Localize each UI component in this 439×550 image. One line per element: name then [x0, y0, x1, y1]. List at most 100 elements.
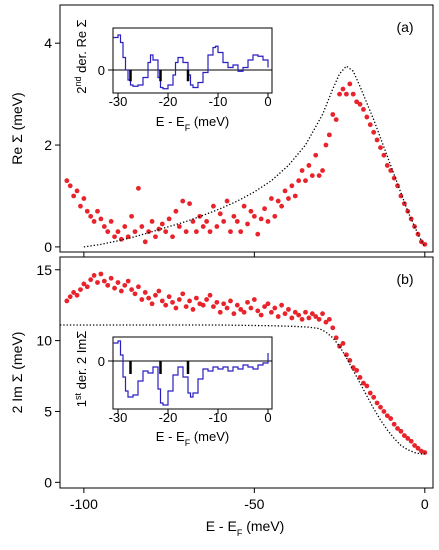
data-point	[367, 390, 373, 396]
y-axis-label-part: der. Re Σ	[74, 19, 89, 76]
data-point	[197, 213, 203, 219]
data-point	[279, 302, 285, 308]
data-point	[214, 299, 220, 305]
data-point	[238, 307, 244, 312]
data-point	[357, 375, 363, 380]
data-point	[292, 193, 298, 199]
data-point	[303, 178, 308, 184]
x-axis-label: E - EF (meV)	[206, 518, 285, 538]
data-point	[207, 292, 213, 298]
data-point	[64, 178, 70, 184]
y-axis-label-part: nd	[73, 76, 83, 86]
x-axis-label-part: E - E	[156, 429, 185, 444]
y-axis-label: Re Σ (meV)	[9, 92, 25, 164]
data-point	[81, 281, 87, 287]
data-point	[214, 224, 220, 229]
data-point	[378, 145, 383, 150]
data-point	[132, 229, 138, 235]
data-point	[371, 129, 377, 135]
data-point	[282, 188, 288, 194]
data-point	[378, 404, 383, 410]
x-tick-label: -20	[159, 94, 178, 109]
data-point	[248, 208, 254, 214]
data-point	[330, 112, 336, 117]
y-tick-label: 5	[44, 403, 52, 419]
data-point	[146, 295, 152, 301]
data-point	[129, 213, 134, 219]
data-point	[354, 367, 360, 373]
data-point	[234, 219, 240, 224]
panel-label: (b)	[396, 271, 413, 287]
data-point	[221, 219, 227, 224]
data-point	[258, 216, 264, 222]
y-tick-label: 0	[98, 63, 105, 78]
data-point	[282, 311, 288, 317]
y-axis-label: 2nd der. Re Σ	[73, 19, 89, 93]
data-point	[163, 229, 169, 235]
data-point	[309, 311, 315, 317]
series-group	[113, 340, 269, 406]
data-point	[391, 421, 397, 427]
x-axis-label-part: F	[185, 438, 191, 448]
data-point	[156, 288, 162, 294]
data-point	[95, 208, 100, 214]
data-point	[303, 309, 308, 315]
data-point	[248, 305, 254, 311]
data-point	[391, 175, 397, 181]
data-point	[357, 101, 363, 107]
series-group	[113, 34, 269, 90]
y-axis-label-part: st	[73, 393, 83, 401]
data-point	[84, 284, 90, 290]
data-point	[343, 91, 349, 97]
data-point	[340, 86, 346, 92]
data-point	[309, 173, 315, 179]
data-point	[115, 280, 121, 285]
data-point	[262, 304, 267, 310]
data-point	[408, 438, 414, 444]
data-point	[64, 298, 70, 304]
data-point	[217, 309, 223, 315]
data-point	[265, 219, 271, 224]
y-axis-label: 1st der. 2 ImΣ	[73, 331, 89, 407]
data-point	[91, 273, 97, 278]
data-point	[228, 229, 233, 235]
data-point	[105, 229, 111, 235]
data-point	[98, 271, 104, 277]
data-point	[289, 183, 295, 189]
data-point	[204, 297, 210, 302]
data-point	[118, 288, 124, 294]
data-point	[316, 173, 322, 179]
data-point	[183, 229, 189, 235]
inset: -30 -20 -10 0 0 1st der. 2 ImΣ E - EF (meV)	[73, 331, 273, 448]
data-point	[88, 213, 94, 219]
data-point	[71, 290, 77, 295]
data-point	[146, 229, 152, 235]
x-axis-label: E - EF (meV)	[156, 429, 229, 448]
data-point	[153, 234, 158, 240]
data-point	[268, 196, 274, 201]
data-point	[408, 216, 414, 222]
data-point	[136, 284, 141, 290]
data-point	[228, 298, 233, 304]
data-point	[108, 219, 114, 224]
data-point	[374, 400, 380, 406]
x-axis-label-part: E - E	[156, 114, 185, 129]
data-point	[405, 435, 411, 441]
y-tick-label: 15	[36, 262, 52, 278]
data-point	[384, 413, 390, 419]
series-group	[60, 271, 428, 455]
data-point	[405, 208, 411, 214]
x-tick-label: -20	[159, 410, 178, 425]
data-point	[371, 394, 377, 400]
x-tick-label: 0	[264, 94, 271, 109]
data-point	[234, 302, 240, 308]
data-point	[299, 316, 305, 322]
data-point	[156, 226, 162, 232]
y-tick-label: 4	[44, 35, 52, 51]
y-axis-label-part: der. 2 ImΣ	[74, 331, 89, 393]
data-point	[415, 445, 421, 451]
data-point	[245, 221, 250, 227]
data-point	[364, 383, 370, 389]
data-point	[211, 203, 216, 209]
y-axis-label: 2 Im Σ (meV)	[9, 332, 25, 414]
